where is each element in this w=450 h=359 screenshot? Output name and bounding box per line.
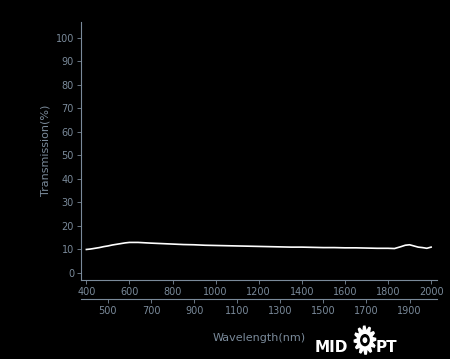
Circle shape (363, 338, 367, 342)
Polygon shape (354, 326, 376, 354)
Circle shape (361, 335, 369, 346)
Text: Wavelength(nm): Wavelength(nm) (212, 333, 305, 343)
Text: MID: MID (315, 340, 348, 355)
Y-axis label: Transmission(%): Transmission(%) (40, 105, 50, 196)
Text: PT: PT (376, 340, 397, 355)
